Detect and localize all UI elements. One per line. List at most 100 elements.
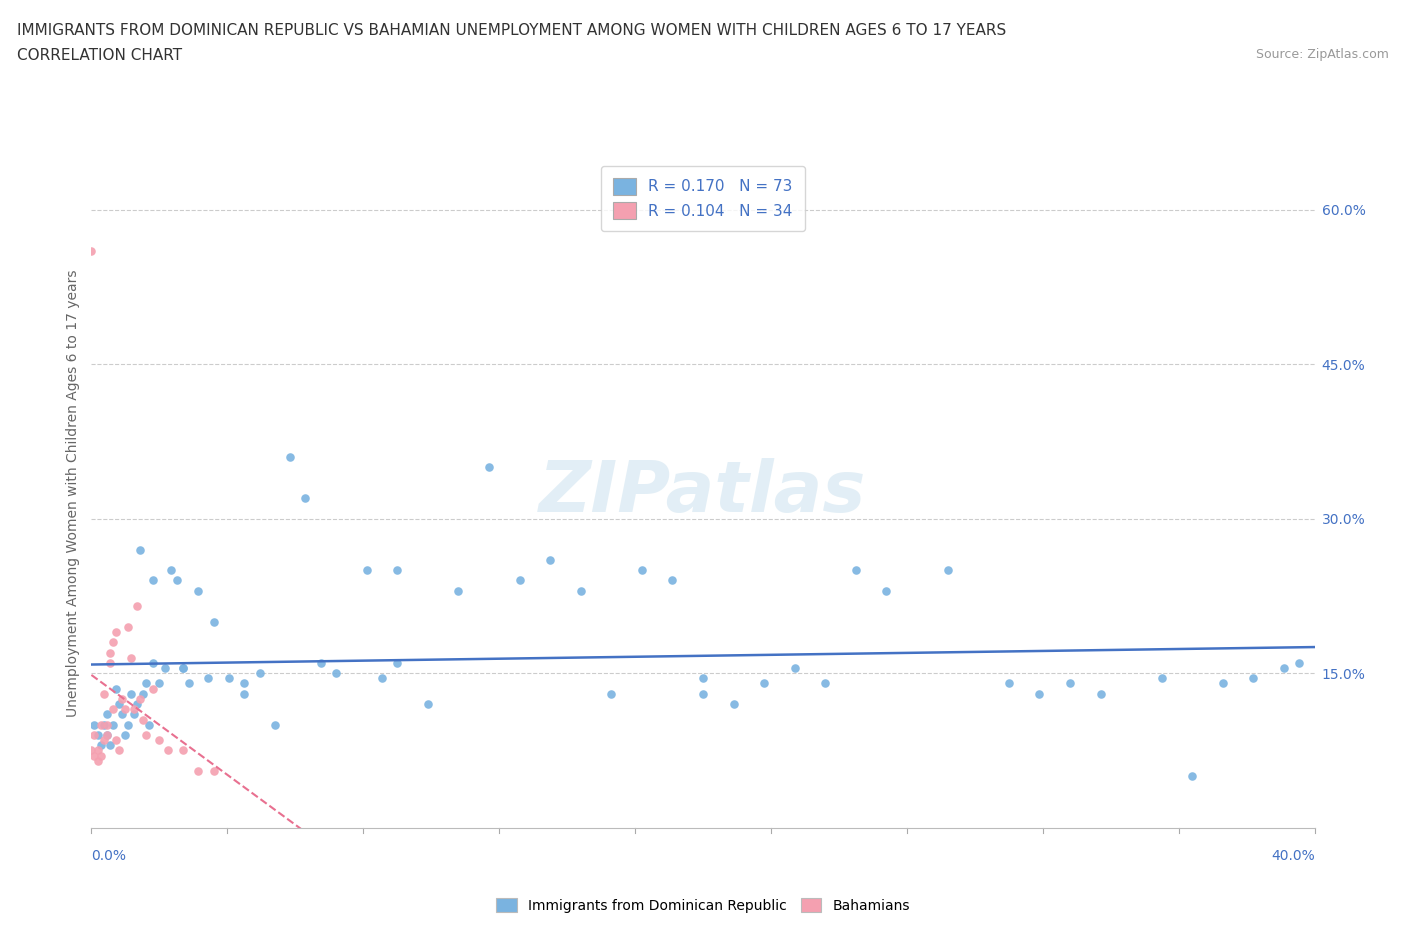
Text: CORRELATION CHART: CORRELATION CHART (17, 48, 181, 63)
Point (416, 697, 439, 711)
Point (148, 676, 170, 691)
Point (218, 671, 240, 685)
Point (1059, 676, 1081, 691)
Point (569, 583, 592, 598)
Point (278, 449, 301, 464)
Text: 40.0%: 40.0% (1271, 849, 1315, 863)
Point (356, 563, 378, 578)
Point (141, 656, 163, 671)
Point (249, 666, 271, 681)
Point (723, 697, 745, 711)
Point (138, 717, 160, 732)
Point (1243, 671, 1265, 685)
Point (156, 743, 179, 758)
Point (90, 737, 112, 752)
Point (141, 573, 163, 588)
Point (83, 748, 105, 763)
Point (166, 573, 188, 588)
Point (1090, 686, 1112, 701)
Point (83, 727, 105, 742)
Point (135, 727, 157, 742)
Point (101, 717, 124, 732)
Point (172, 743, 194, 758)
Point (447, 583, 470, 598)
Point (120, 650, 142, 665)
Point (104, 733, 127, 748)
Point (371, 671, 394, 685)
Point (86, 727, 108, 742)
Point (98, 737, 121, 752)
Point (692, 671, 714, 685)
Point (814, 676, 837, 691)
Point (1212, 676, 1234, 691)
Legend: R = 0.170   N = 73, R = 0.104   N = 34: R = 0.170 N = 73, R = 0.104 N = 34 (600, 166, 806, 232)
Point (754, 676, 776, 691)
Point (111, 692, 134, 707)
Point (86, 753, 108, 768)
Point (117, 717, 139, 732)
Point (631, 563, 654, 578)
Point (197, 671, 219, 685)
Point (132, 712, 155, 727)
Point (160, 563, 183, 578)
Point (172, 660, 194, 675)
Point (148, 733, 170, 748)
Point (153, 660, 176, 675)
Point (1181, 769, 1204, 784)
Point (98, 645, 121, 660)
Point (120, 686, 142, 701)
Point (1288, 656, 1310, 671)
Point (108, 743, 131, 758)
Point (117, 619, 139, 634)
Point (122, 707, 145, 722)
Point (187, 764, 209, 778)
Point (294, 491, 316, 506)
Point (385, 563, 409, 578)
Point (129, 542, 152, 557)
Point (101, 635, 124, 650)
Point (1150, 671, 1173, 685)
Text: Source: ZipAtlas.com: Source: ZipAtlas.com (1256, 48, 1389, 61)
Point (661, 573, 683, 588)
Point (96, 707, 118, 722)
Point (1028, 686, 1050, 701)
Text: IMMIGRANTS FROM DOMINICAN REPUBLIC VS BAHAMIAN UNEMPLOYMENT AMONG WOMEN WITH CHI: IMMIGRANTS FROM DOMINICAN REPUBLIC VS BA… (17, 23, 1007, 38)
Point (538, 552, 561, 567)
Point (135, 676, 157, 691)
Point (83, 717, 105, 732)
Point (127, 599, 149, 614)
Point (90, 717, 112, 732)
Point (179, 676, 201, 691)
Point (600, 686, 623, 701)
Point (114, 702, 136, 717)
Text: 0.0%: 0.0% (91, 849, 127, 863)
Point (936, 563, 959, 578)
Point (104, 625, 127, 640)
Point (1272, 660, 1295, 675)
Point (233, 676, 256, 691)
Point (129, 692, 152, 707)
Point (692, 686, 714, 701)
Point (264, 717, 287, 732)
Point (114, 727, 136, 742)
Point (80, 244, 103, 259)
Point (172, 660, 194, 675)
Y-axis label: Unemployment Among Women with Children Ages 6 to 17 years: Unemployment Among Women with Children A… (66, 269, 80, 717)
Point (202, 764, 225, 778)
Point (325, 666, 347, 681)
Point (132, 686, 155, 701)
Point (875, 583, 898, 598)
Point (98, 656, 121, 671)
Point (86, 743, 108, 758)
Point (101, 702, 124, 717)
Point (187, 583, 209, 598)
Point (96, 727, 118, 742)
Point (127, 697, 149, 711)
Point (783, 660, 806, 675)
Text: ZIPatlas: ZIPatlas (540, 458, 866, 527)
Point (202, 614, 225, 629)
Point (478, 459, 501, 474)
Point (96, 717, 118, 732)
Point (141, 681, 163, 696)
Point (96, 727, 118, 742)
